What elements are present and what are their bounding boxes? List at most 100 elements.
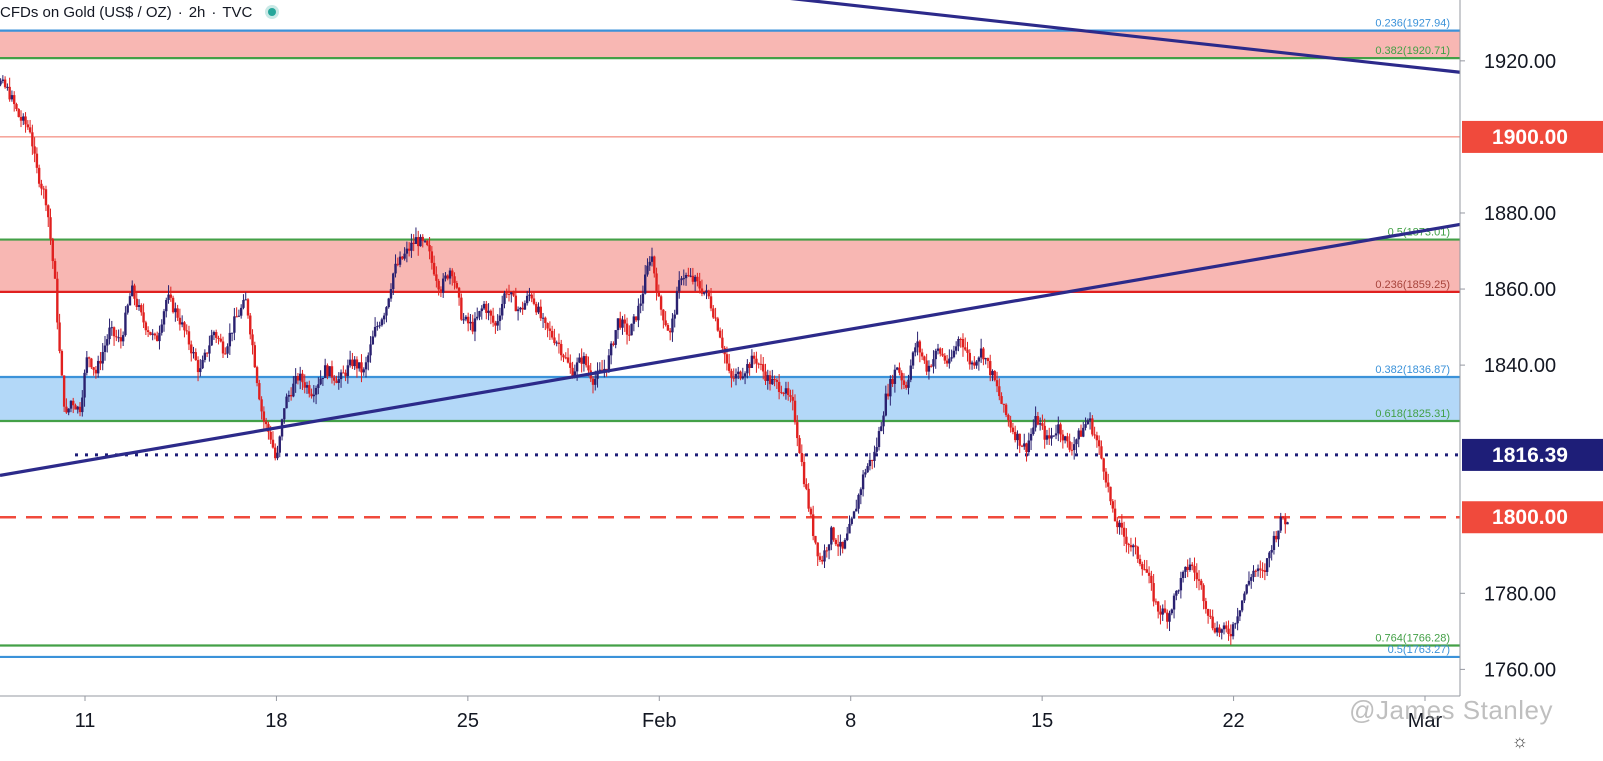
- candle-body: [1143, 569, 1146, 571]
- candle-body: [292, 383, 295, 397]
- candle: [895, 366, 899, 371]
- candle: [553, 328, 556, 346]
- candle-body: [741, 376, 745, 379]
- candle-body: [1186, 566, 1189, 570]
- candle: [491, 307, 495, 327]
- price-label: 1900.00: [1492, 126, 1568, 149]
- candle: [977, 356, 981, 371]
- gear-icon[interactable]: ☼: [1511, 731, 1529, 751]
- candle: [8, 77, 11, 102]
- candle-body: [1234, 623, 1237, 625]
- candle-body: [51, 239, 54, 262]
- candle: [1191, 562, 1194, 571]
- candle-body: [1172, 595, 1176, 610]
- candle-body: [455, 283, 459, 288]
- candle-body: [966, 349, 969, 353]
- fib-label: 0.382(1920.71): [1375, 45, 1450, 57]
- candle-body: [907, 379, 910, 388]
- candle-body: [1095, 435, 1099, 441]
- candle: [1063, 435, 1067, 444]
- candle: [952, 345, 956, 359]
- candle-body: [194, 352, 197, 361]
- candle-body: [199, 368, 202, 373]
- candle-body: [33, 146, 36, 154]
- candle-body: [135, 298, 138, 307]
- candle-body: [1275, 535, 1278, 540]
- candle-body: [321, 377, 325, 379]
- candle-body: [734, 373, 738, 379]
- candle-body: [262, 411, 266, 422]
- candle-body: [880, 426, 883, 432]
- candle-body: [1181, 571, 1185, 578]
- candle-body: [696, 276, 699, 282]
- candle: [135, 291, 138, 311]
- candle-body: [698, 281, 701, 289]
- candle-body: [160, 324, 163, 333]
- candle: [591, 376, 595, 394]
- candle: [884, 385, 888, 417]
- candle-body: [682, 278, 685, 280]
- candle: [759, 354, 763, 371]
- candle-body: [285, 396, 288, 409]
- candle: [823, 544, 826, 569]
- candle: [580, 348, 583, 373]
- candle-body: [909, 365, 912, 380]
- candle: [1222, 622, 1226, 635]
- candle: [1202, 583, 1205, 610]
- candle: [321, 377, 325, 386]
- candle: [1097, 435, 1101, 455]
- candle: [789, 389, 792, 403]
- candle: [67, 408, 70, 416]
- candle: [312, 385, 316, 403]
- interval-label[interactable]: 2h: [188, 3, 206, 21]
- candle-body: [453, 276, 456, 284]
- candle-body: [868, 459, 872, 467]
- candle-body: [866, 466, 869, 473]
- candle: [562, 353, 565, 363]
- candle: [519, 306, 522, 313]
- candle-body: [140, 305, 143, 313]
- fib-label: 0.236(1859.25): [1375, 279, 1450, 291]
- candle: [510, 292, 513, 303]
- candle-body: [1229, 633, 1233, 637]
- candle-body: [816, 542, 819, 557]
- candle-body: [1191, 564, 1194, 567]
- candle-body: [53, 261, 57, 279]
- candle-body: [1206, 608, 1210, 616]
- candle-body: [0, 81, 2, 85]
- candle-body: [476, 316, 479, 319]
- candle: [737, 366, 740, 380]
- candle: [417, 230, 420, 256]
- candle: [989, 354, 992, 382]
- candle-body: [1032, 427, 1035, 435]
- candle-body: [861, 474, 865, 490]
- candle: [455, 280, 459, 290]
- candle: [841, 541, 844, 554]
- candle: [99, 352, 102, 371]
- candle-body: [1284, 518, 1287, 525]
- candle: [35, 147, 39, 174]
- candle: [657, 284, 661, 297]
- candle: [215, 329, 218, 344]
- candle-body: [1104, 471, 1108, 483]
- candle: [355, 356, 359, 378]
- candle-body: [1227, 628, 1230, 634]
- candle-body: [339, 372, 343, 380]
- candle: [1000, 392, 1003, 405]
- candle-body: [712, 308, 715, 318]
- candle: [158, 325, 161, 350]
- candle: [1204, 597, 1208, 614]
- candle-body: [525, 295, 529, 304]
- candle-body: [81, 397, 84, 413]
- candle-body: [889, 378, 892, 397]
- candle-body: [308, 385, 311, 394]
- candle: [975, 360, 978, 369]
- candle-body: [1256, 568, 1260, 572]
- candle-body: [841, 541, 844, 549]
- candle: [1072, 436, 1076, 460]
- candle: [124, 306, 127, 337]
- candle-body: [426, 240, 429, 245]
- candle: [1032, 419, 1035, 436]
